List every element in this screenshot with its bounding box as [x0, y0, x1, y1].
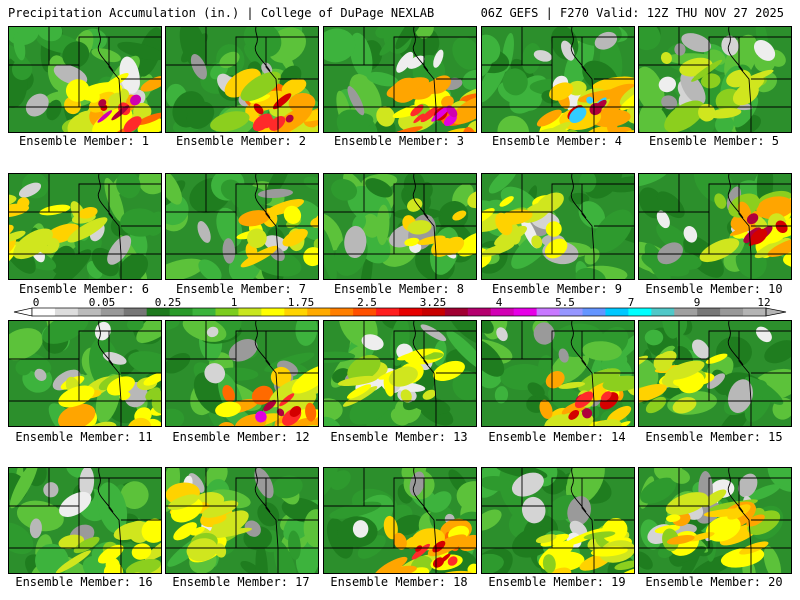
colorbar-swatch	[261, 308, 285, 316]
colorbar-tick-label: 1.75	[288, 296, 315, 309]
colorbar-swatch	[582, 308, 606, 316]
colorbar-swatch	[169, 308, 194, 316]
ensemble-member-map	[481, 320, 635, 427]
ensemble-member-label: Ensemble Member: 17	[172, 575, 310, 589]
ensemble-member-map	[8, 26, 162, 133]
ensemble-member-label: Ensemble Member: 3	[333, 134, 465, 148]
ensemble-member-label: Ensemble Member: 11	[15, 430, 153, 444]
ensemble-member-map	[638, 26, 792, 133]
ensemble-member-map	[8, 320, 162, 427]
colorbar-swatch	[513, 308, 538, 316]
colorbar-swatch	[399, 308, 423, 316]
colorbar-swatch	[444, 308, 469, 316]
colorbar-swatch	[720, 308, 744, 316]
colorbar-legend: 0 0.05 0.25 1 1.75 2.5 3.25 4 5.5 7 9 12	[13, 296, 787, 317]
ensemble-member-label: Ensemble Member: 6	[18, 282, 150, 296]
ensemble-member-map	[323, 467, 477, 574]
ensemble-member-label: Ensemble Member: 9	[491, 282, 623, 296]
ensemble-member-map	[323, 173, 477, 280]
ensemble-member-label: Ensemble Member: 5	[648, 134, 780, 148]
colorbar-swatch	[238, 308, 262, 316]
colorbar-swatch	[651, 308, 675, 316]
colorbar-swatch	[559, 308, 583, 316]
ensemble-member-label: Ensemble Member: 13	[330, 430, 468, 444]
ensemble-member-label: Ensemble Member: 16	[15, 575, 153, 589]
colorbar-tick-label: 7	[628, 296, 635, 309]
ensemble-member-label: Ensemble Member: 12	[172, 430, 310, 444]
colorbar-swatch	[536, 308, 561, 316]
colorbar-swatch	[123, 308, 148, 316]
colorbar-swatch	[77, 308, 102, 316]
ensemble-member-map	[165, 26, 319, 133]
ensemble-member-label: Ensemble Member: 15	[645, 430, 783, 444]
ensemble-member-label: Ensemble Member: 19	[488, 575, 626, 589]
colorbar-tick-label: 0	[33, 296, 40, 309]
ensemble-member-map	[638, 467, 792, 574]
colorbar-tick-label: 0.05	[89, 296, 116, 309]
colorbar-swatch	[146, 308, 171, 316]
colorbar-swatch	[628, 308, 652, 316]
colorbar-swatch	[743, 308, 767, 316]
ensemble-member-map	[481, 467, 635, 574]
colorbar-swatch	[697, 308, 721, 316]
ensemble-member-map	[165, 467, 319, 574]
colorbar-tick-label: 3.25	[420, 296, 447, 309]
ensemble-member-map	[638, 320, 792, 427]
colorbar-tick-label: 2.5	[357, 296, 377, 309]
colorbar-tick-label: 0.25	[155, 296, 182, 309]
ensemble-member-label: Ensemble Member: 7	[175, 282, 307, 296]
ensemble-member-label: Ensemble Member: 4	[491, 134, 623, 148]
colorbar-tick-label: 12	[757, 296, 770, 309]
colorbar-swatch	[284, 308, 308, 316]
colorbar-swatch	[307, 308, 331, 316]
colorbar-swatch	[674, 308, 698, 316]
ensemble-member-map	[323, 26, 477, 133]
colorbar-tick-label: 4	[496, 296, 503, 309]
colorbar-swatch	[490, 308, 515, 316]
ensemble-member-label: Ensemble Member: 8	[333, 282, 465, 296]
colorbar-tick-label: 5.5	[555, 296, 575, 309]
colorbar-tick-label: 9	[694, 296, 701, 309]
colorbar-swatch	[54, 308, 79, 316]
colorbar-swatch	[100, 308, 125, 316]
ensemble-member-label: Ensemble Member: 14	[488, 430, 626, 444]
ensemble-member-map	[481, 173, 635, 280]
colorbar-max-arrow	[765, 307, 787, 317]
ensemble-member-map	[8, 467, 162, 574]
ensemble-member-map	[323, 320, 477, 427]
model-run-info: 06Z GEFS | F270 Valid: 12Z THU NOV 27 20…	[480, 6, 784, 20]
colorbar-swatch	[192, 308, 216, 316]
colorbar-swatch	[215, 308, 239, 316]
colorbar-swatch	[605, 308, 629, 316]
ensemble-member-label: Ensemble Member: 10	[645, 282, 783, 296]
colorbar-swatch	[32, 308, 56, 316]
ensemble-member-label: Ensemble Member: 18	[330, 575, 468, 589]
ensemble-member-map	[8, 173, 162, 280]
chart-title: Precipitation Accumulation (in.) | Colle…	[8, 6, 435, 20]
colorbar-swatch	[421, 308, 446, 316]
colorbar-tick-label: 1	[231, 296, 238, 309]
colorbar-swatch	[330, 308, 354, 316]
colorbar-min-arrow	[13, 307, 33, 317]
ensemble-member-map	[481, 26, 635, 133]
colorbar-swatch	[467, 308, 492, 316]
ensemble-member-label: Ensemble Member: 1	[18, 134, 150, 148]
ensemble-member-map	[165, 173, 319, 280]
colorbar-swatch	[376, 308, 400, 316]
ensemble-member-label: Ensemble Member: 20	[645, 575, 783, 589]
ensemble-member-map	[165, 320, 319, 427]
ensemble-member-map	[638, 173, 792, 280]
colorbar-swatch	[353, 308, 377, 316]
ensemble-member-label: Ensemble Member: 2	[175, 134, 307, 148]
